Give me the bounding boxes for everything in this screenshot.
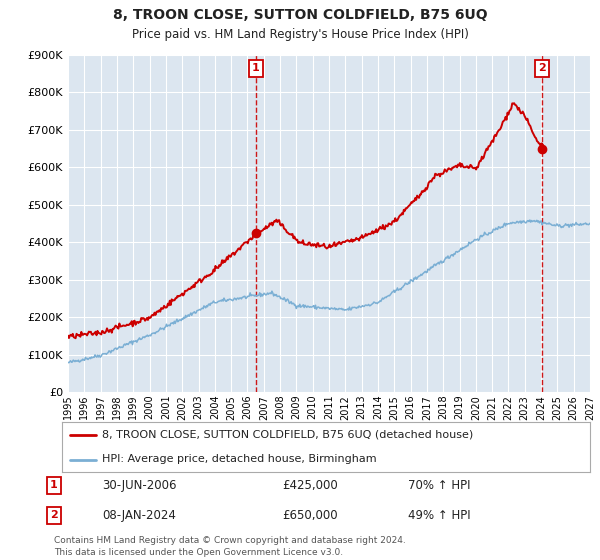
Text: 2: 2 (50, 510, 58, 520)
Text: 1: 1 (252, 63, 259, 73)
Text: Contains HM Land Registry data © Crown copyright and database right 2024.: Contains HM Land Registry data © Crown c… (54, 536, 406, 545)
Text: 8, TROON CLOSE, SUTTON COLDFIELD, B75 6UQ: 8, TROON CLOSE, SUTTON COLDFIELD, B75 6U… (113, 8, 487, 22)
Text: 08-JAN-2024: 08-JAN-2024 (102, 508, 176, 522)
Text: £425,000: £425,000 (282, 479, 338, 492)
Text: 8, TROON CLOSE, SUTTON COLDFIELD, B75 6UQ (detached house): 8, TROON CLOSE, SUTTON COLDFIELD, B75 6U… (101, 430, 473, 440)
Text: Price paid vs. HM Land Registry's House Price Index (HPI): Price paid vs. HM Land Registry's House … (131, 28, 469, 41)
Text: 1: 1 (50, 480, 58, 490)
Text: HPI: Average price, detached house, Birmingham: HPI: Average price, detached house, Birm… (101, 455, 376, 464)
Text: 2: 2 (538, 63, 546, 73)
Text: 70% ↑ HPI: 70% ↑ HPI (408, 479, 470, 492)
Text: £650,000: £650,000 (282, 508, 338, 522)
Text: 30-JUN-2006: 30-JUN-2006 (102, 479, 176, 492)
Text: 49% ↑ HPI: 49% ↑ HPI (408, 508, 470, 522)
Text: This data is licensed under the Open Government Licence v3.0.: This data is licensed under the Open Gov… (54, 548, 343, 557)
